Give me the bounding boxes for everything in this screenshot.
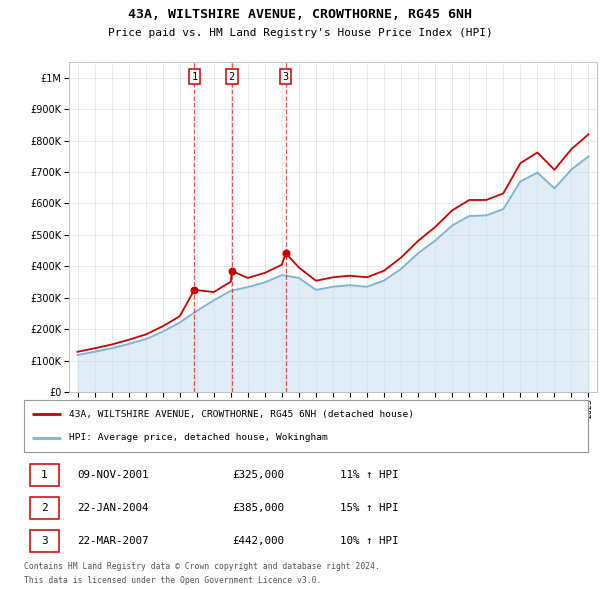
Text: 11% ↑ HPI: 11% ↑ HPI xyxy=(340,470,398,480)
Text: 2: 2 xyxy=(229,72,235,82)
Text: 22-MAR-2007: 22-MAR-2007 xyxy=(77,536,149,546)
Text: HPI: Average price, detached house, Wokingham: HPI: Average price, detached house, Woki… xyxy=(69,434,328,442)
Point xyxy=(281,248,290,258)
Text: 22-JAN-2004: 22-JAN-2004 xyxy=(77,503,149,513)
Text: £442,000: £442,000 xyxy=(233,536,284,546)
Text: 15% ↑ HPI: 15% ↑ HPI xyxy=(340,503,398,513)
Point xyxy=(190,285,199,294)
FancyBboxPatch shape xyxy=(29,497,59,519)
FancyBboxPatch shape xyxy=(24,400,588,452)
FancyBboxPatch shape xyxy=(29,464,59,486)
Text: 43A, WILTSHIRE AVENUE, CROWTHORNE, RG45 6NH (detached house): 43A, WILTSHIRE AVENUE, CROWTHORNE, RG45 … xyxy=(69,409,414,418)
Text: 1: 1 xyxy=(191,72,197,82)
FancyBboxPatch shape xyxy=(29,530,59,552)
Text: £325,000: £325,000 xyxy=(233,470,284,480)
Text: This data is licensed under the Open Government Licence v3.0.: This data is licensed under the Open Gov… xyxy=(24,576,322,585)
Point xyxy=(227,266,236,276)
Text: 3: 3 xyxy=(41,536,47,546)
Text: £385,000: £385,000 xyxy=(233,503,284,513)
Text: 09-NOV-2001: 09-NOV-2001 xyxy=(77,470,149,480)
Text: Price paid vs. HM Land Registry's House Price Index (HPI): Price paid vs. HM Land Registry's House … xyxy=(107,28,493,38)
Text: 10% ↑ HPI: 10% ↑ HPI xyxy=(340,536,398,546)
Text: 2: 2 xyxy=(41,503,47,513)
Text: 1: 1 xyxy=(41,470,47,480)
Text: Contains HM Land Registry data © Crown copyright and database right 2024.: Contains HM Land Registry data © Crown c… xyxy=(24,562,380,571)
Text: 43A, WILTSHIRE AVENUE, CROWTHORNE, RG45 6NH: 43A, WILTSHIRE AVENUE, CROWTHORNE, RG45 … xyxy=(128,8,472,21)
Text: 3: 3 xyxy=(283,72,289,82)
